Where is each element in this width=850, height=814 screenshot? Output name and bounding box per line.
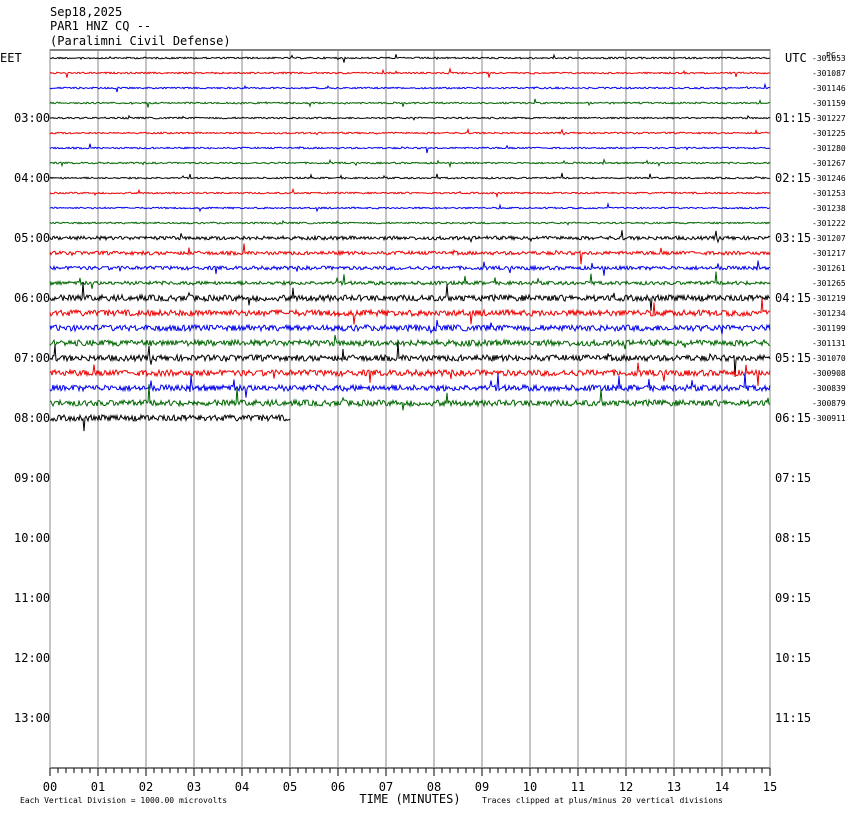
trace-label: -301261 [812,264,846,273]
x-tick-label: 10 [523,780,537,794]
x-tick-label: 06 [331,780,345,794]
right-hour-label: 03:15 [775,231,811,245]
trace [49,230,771,244]
trace [49,98,770,108]
trace-label: -301265 [812,279,846,288]
header-line: PAR1 HNZ CQ -- [50,19,151,33]
footer-right: Traces clipped at plus/minus 20 vertical… [482,796,723,805]
trace [49,372,771,398]
trace-label: -301217 [812,249,846,258]
trace [49,82,771,93]
trace [49,67,771,78]
x-tick-label: 02 [139,780,153,794]
right-hour-label: 01:15 [775,111,811,125]
trace-label: -301267 [812,159,846,168]
right-hour-label: 04:15 [775,291,811,305]
left-zone: EET [0,51,22,65]
right-hour-label: 06:15 [775,411,811,425]
right-zone: UTC [785,51,807,65]
trace [49,172,771,180]
trace-label: -301234 [812,309,846,318]
trace [49,127,770,136]
footer-left: Each Vertical Division = 1000.00 microvo… [20,796,227,805]
corner-note: PC [826,51,836,60]
trace [49,260,771,276]
trace [49,298,771,325]
trace-label: -301225 [812,129,846,138]
trace [49,282,770,312]
trace-label: -301238 [812,204,846,213]
trace [49,335,771,350]
right-hour-label: 10:15 [775,651,811,665]
left-hour-label: 11:00 [14,591,50,605]
x-tick-label: 12 [619,780,633,794]
trace [49,413,291,432]
x-tick-label: 13 [667,780,681,794]
right-hour-label: 05:15 [775,351,811,365]
trace-label: -300879 [812,399,846,408]
right-hour-label: 11:15 [775,711,811,725]
left-hour-label: 09:00 [14,471,50,485]
trace-label: -301146 [812,84,846,93]
trace [49,158,771,169]
left-hour-label: 06:00 [14,291,50,305]
trace [49,219,771,226]
trace [49,362,771,386]
trace [50,53,771,63]
trace-label: -301053 [812,54,846,63]
right-hour-label: 02:15 [775,171,811,185]
trace-label: -301280 [812,144,846,153]
trace-label: -301219 [812,294,846,303]
x-tick-label: 01 [91,780,105,794]
right-hour-label: 09:15 [775,591,811,605]
x-tick-label: 09 [475,780,489,794]
trace-label: -300911 [812,414,846,423]
x-tick-label: 11 [571,780,585,794]
trace [49,384,771,411]
plot-frame [49,49,771,769]
x-tick-label: 15 [763,780,777,794]
trace-label: -301227 [812,114,846,123]
trace [49,143,771,154]
left-hour-label: 08:00 [14,411,50,425]
x-tick-label: 05 [283,780,297,794]
trace-label: -300839 [812,384,846,393]
trace-label: -300908 [812,369,846,378]
trace-label: -301199 [812,324,846,333]
x-tick-label: 14 [715,780,729,794]
trace [49,271,771,289]
trace-label: -301222 [812,219,846,228]
x-tick-label: 03 [187,780,201,794]
trace-label: -301087 [812,69,846,78]
trace [49,243,771,265]
trace [49,342,771,377]
trace-label: -301070 [812,354,846,363]
trace [49,319,771,335]
trace [49,187,771,199]
x-title: TIME (MINUTES) [359,792,460,806]
trace [50,202,771,213]
left-hour-label: 07:00 [14,351,50,365]
right-hour-label: 08:15 [775,531,811,545]
left-hour-label: 13:00 [14,711,50,725]
header-line: (Paralimni Civil Defense) [50,34,231,48]
trace-label: -301246 [812,174,846,183]
right-hour-label: 07:15 [775,471,811,485]
trace [49,114,771,121]
x-tick-label: 07 [379,780,393,794]
header-line: Sep18,2025 [50,5,122,19]
left-hour-label: 12:00 [14,651,50,665]
trace-label: -301131 [812,339,846,348]
trace-label: -301159 [812,99,846,108]
trace-label: -301207 [812,234,846,243]
left-hour-label: 04:00 [14,171,50,185]
left-hour-label: 10:00 [14,531,50,545]
trace-label: -301253 [812,189,846,198]
x-tick-label: 08 [427,780,441,794]
left-hour-label: 05:00 [14,231,50,245]
x-tick-label: 00 [43,780,57,794]
left-hour-label: 03:00 [14,111,50,125]
x-tick-label: 04 [235,780,249,794]
